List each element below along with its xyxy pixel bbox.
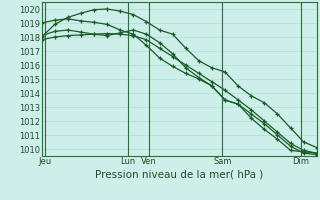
X-axis label: Pression niveau de la mer( hPa ): Pression niveau de la mer( hPa ) <box>95 169 263 179</box>
